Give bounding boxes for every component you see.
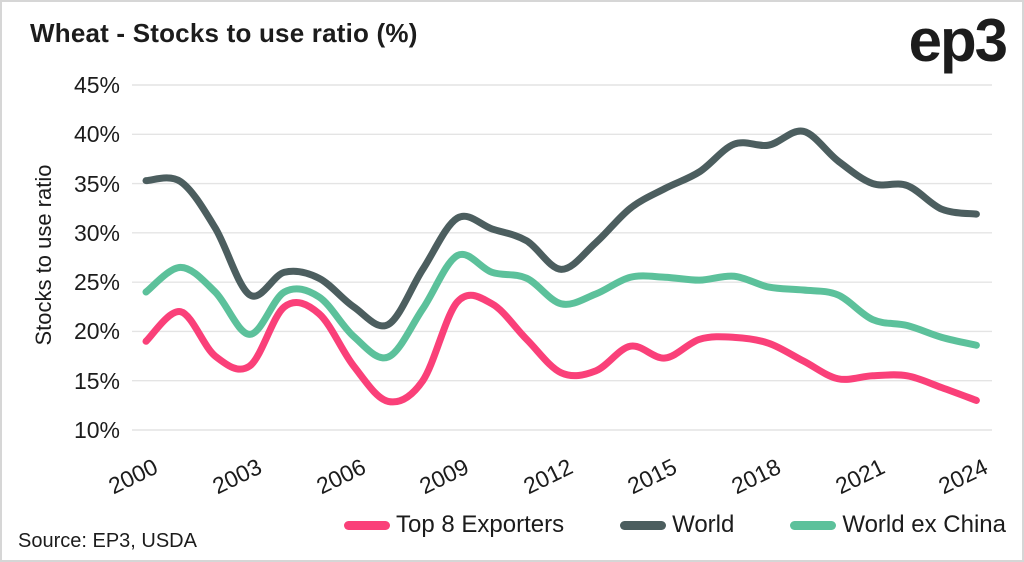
y-tick-label: 25% <box>73 269 120 296</box>
legend-swatch-world <box>620 520 667 530</box>
legend-label: World <box>672 511 735 538</box>
series-line-world <box>142 127 980 330</box>
y-tick-label: 10% <box>73 417 120 443</box>
y-tick-label: 45% <box>73 72 120 98</box>
y-tick-label: 30% <box>73 219 120 246</box>
y-tick-label: 15% <box>73 367 120 394</box>
y-tick-label: 35% <box>73 170 120 197</box>
source-note: Source: EP3, USDA <box>18 530 197 552</box>
legend-item-world-ex-china: World ex China <box>790 511 1006 539</box>
series-line-top-8-exporters <box>142 291 980 406</box>
legend-swatch-world-ex-china <box>790 520 837 530</box>
y-tick-label: 20% <box>73 318 120 345</box>
legend: Top 8 Exporters World World ex China <box>2 508 1006 542</box>
legend-label: World ex China <box>842 511 1006 538</box>
series-line-world-ex-china <box>142 250 980 362</box>
legend-item-world: World <box>620 511 734 539</box>
legend-swatch-top-8-exporters <box>344 520 391 530</box>
ep3-logo: ep3 <box>908 7 1008 74</box>
chart-title: Wheat - Stocks to use ratio (%) <box>30 18 418 48</box>
legend-item-top-8-exporters: Top 8 Exporters <box>344 511 564 539</box>
y-tick-label: 40% <box>73 121 120 148</box>
legend-label: Top 8 Exporters <box>396 511 565 538</box>
